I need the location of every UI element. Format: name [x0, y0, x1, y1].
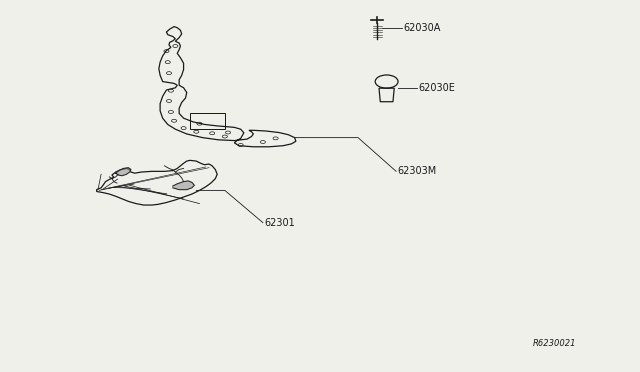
Text: R6230021: R6230021 [533, 339, 577, 348]
Text: 62030E: 62030E [419, 83, 455, 93]
Polygon shape [173, 181, 195, 190]
Text: 62030A: 62030A [404, 23, 441, 33]
Bar [190, 113, 225, 129]
Text: 62303M: 62303M [397, 166, 436, 176]
Polygon shape [116, 168, 131, 176]
Text: 62301: 62301 [264, 218, 295, 228]
